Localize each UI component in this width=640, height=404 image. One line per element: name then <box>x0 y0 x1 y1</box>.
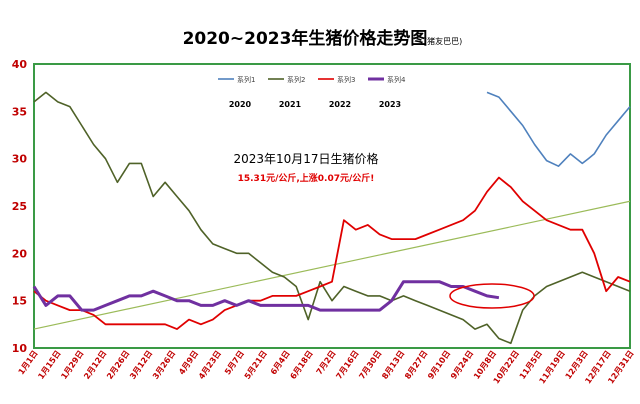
annotation-box <box>222 126 398 208</box>
legend-year-1: 2020 <box>229 100 252 109</box>
legend-year-3: 2022 <box>329 100 351 109</box>
legend-label-3: 系列3 <box>337 75 355 84</box>
legend: 系列1 2020 系列2 2021 系列3 2022 系列4 2023 <box>218 75 406 109</box>
legend-label-2: 系列2 <box>287 75 305 84</box>
series-line-4 <box>32 280 500 312</box>
y-tick-label: 30 <box>12 153 28 166</box>
series-line-3 <box>33 176 631 331</box>
chart-title-note: (猪友巴巴) <box>424 36 462 46</box>
series-line-1 <box>486 91 631 167</box>
annotation-title: 2023年10月17日生猪价格 <box>233 151 378 166</box>
trendline <box>33 200 631 330</box>
y-tick-label: 25 <box>12 200 27 213</box>
annotation-subtitle: 15.31元/公斤,上涨0.07元/公斤! <box>238 172 375 184</box>
y-tick-label: 20 <box>12 247 28 260</box>
legend-label-1: 系列1 <box>237 75 255 84</box>
legend-label-4: 系列4 <box>387 75 406 84</box>
legend-year-4: 2023 <box>379 100 401 109</box>
legend-year-2: 2021 <box>279 100 302 109</box>
y-tick-label: 40 <box>12 58 28 71</box>
chart-title: 2020~2023年生猪价格走势图 <box>183 28 428 49</box>
y-axis: 10 15 20 25 30 35 40 <box>12 58 28 355</box>
y-tick-label: 15 <box>12 295 27 308</box>
y-tick-label: 35 <box>12 105 27 118</box>
highlight-ellipse <box>449 283 535 309</box>
y-tick-label: 10 <box>12 342 28 355</box>
